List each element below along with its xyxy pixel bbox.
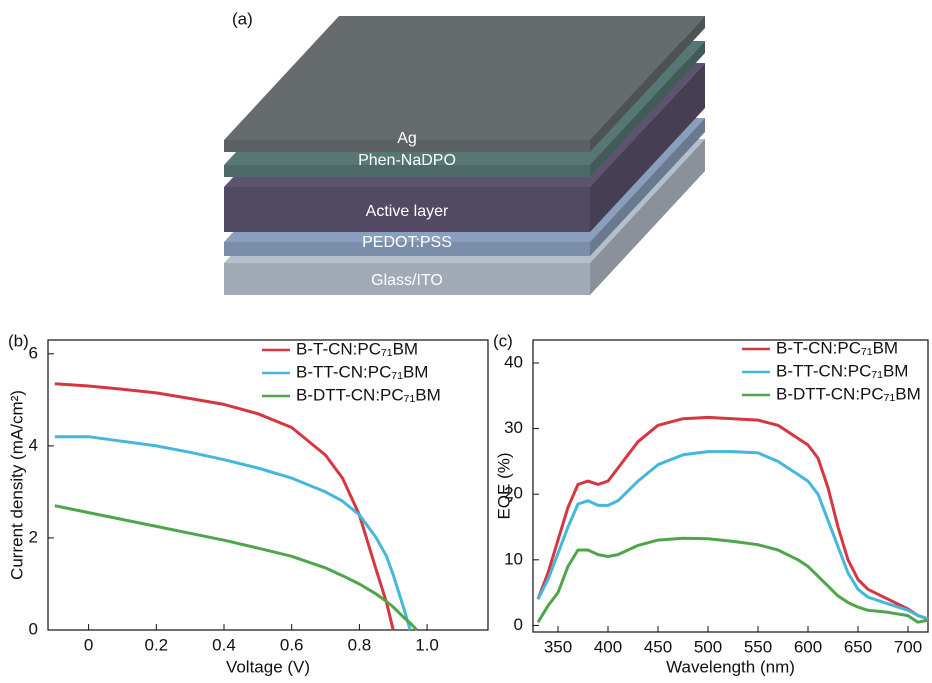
x-tick-label: 0.6 (280, 635, 304, 654)
y-tick-label: 30 (504, 418, 523, 437)
legend-label: B-T-CN:PC₇₁BM (296, 339, 418, 358)
data-line (55, 437, 410, 630)
y-tick-label: 40 (504, 352, 523, 371)
y-tick-label: 0 (29, 619, 38, 638)
panel-label: (b) (8, 331, 29, 350)
legend-label: B-T-CN:PC₇₁BM (776, 338, 898, 357)
figure: (a) Ag Phen-NaDPO Active layer PEDOT:PSS Gla… (0, 0, 932, 678)
x-tick-label: 400 (594, 637, 622, 656)
legend-label: B-TT-CN:PC₇₁BM (296, 362, 428, 381)
y-tick-label: 6 (29, 343, 38, 362)
legend-label: B-DTT-CN:PC₇₁BM (776, 384, 921, 403)
x-tick-label: 0.2 (144, 635, 168, 654)
y-tick-label: 10 (504, 549, 523, 568)
x-tick-label: 700 (894, 637, 922, 656)
x-tick-label: 600 (794, 637, 822, 656)
layer-label: Phen-NaDPO (358, 152, 456, 169)
x-tick-label: 500 (694, 637, 722, 656)
y-tick-label: 4 (29, 435, 38, 454)
x-tick-label: 1.0 (415, 635, 439, 654)
y-tick-label: 2 (29, 527, 38, 546)
y-axis-label: EQE (%) (494, 452, 513, 519)
x-axis-label: Voltage (V) (226, 657, 310, 676)
panel-label: (c) (493, 331, 513, 350)
data-line (538, 538, 928, 622)
panel-label: (a) (232, 9, 253, 28)
layer-label: PEDOT:PSS (362, 234, 452, 251)
data-line (538, 417, 928, 619)
x-tick-label: 550 (744, 637, 772, 656)
y-axis-label: Current density (mA/cm²) (7, 390, 26, 580)
plot-frame (48, 340, 488, 630)
layer-label: Glass/ITO (371, 272, 443, 289)
y-tick-label: 0 (514, 615, 523, 634)
legend-label: B-DTT-CN:PC₇₁BM (296, 385, 441, 404)
x-tick-label: 0.4 (212, 635, 236, 654)
x-tick-label: 0.8 (348, 635, 372, 654)
x-tick-label: 650 (844, 637, 872, 656)
layer-label: Ag (397, 130, 417, 147)
layer-label: Active layer (366, 203, 449, 220)
x-tick-label: 350 (544, 637, 572, 656)
data-line (55, 384, 393, 630)
legend-label: B-TT-CN:PC₇₁BM (776, 361, 908, 380)
data-line (538, 452, 928, 619)
x-tick-label: 0 (84, 635, 93, 654)
x-tick-label: 450 (644, 637, 672, 656)
x-axis-label: Wavelength (nm) (666, 657, 795, 676)
